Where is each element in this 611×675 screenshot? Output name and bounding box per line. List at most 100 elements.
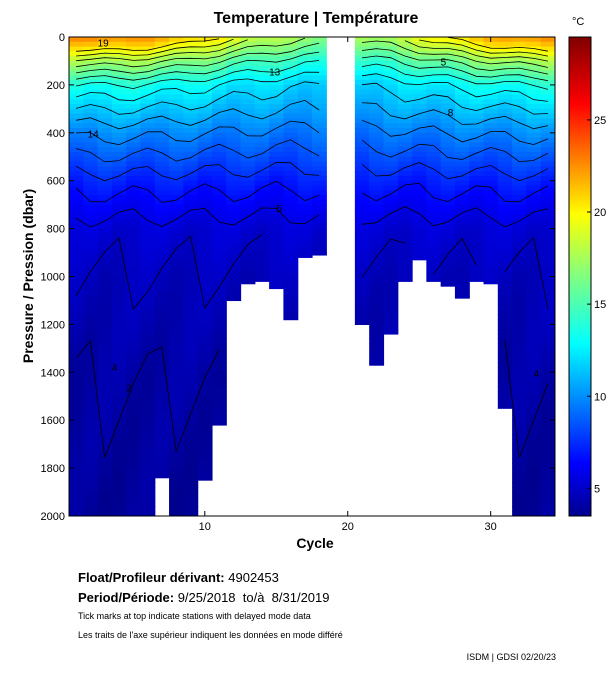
heatmap-cell — [526, 156, 542, 163]
heatmap-cell — [197, 415, 213, 421]
heatmap-cell — [211, 214, 227, 220]
heatmap-cell — [140, 372, 156, 378]
heatmap-cell — [83, 132, 99, 139]
heatmap-cell — [397, 242, 413, 249]
heatmap-cell — [254, 195, 270, 201]
heatmap-cell — [97, 65, 113, 72]
heatmap-cell — [111, 242, 127, 249]
heatmap-cell — [369, 209, 385, 215]
heatmap-cell — [183, 434, 199, 440]
heatmap-cell — [283, 37, 299, 43]
heatmap-cell — [454, 41, 470, 48]
heatmap-cell — [126, 357, 142, 364]
heatmap-cell — [169, 324, 184, 330]
heatmap-cell — [69, 128, 84, 134]
heatmap-cell — [269, 108, 285, 115]
heatmap-cell — [140, 415, 156, 421]
heatmap-cell — [111, 329, 127, 335]
heatmap-cell — [469, 257, 485, 263]
heatmap-cell — [483, 151, 499, 158]
heatmap-cell — [183, 333, 199, 340]
heatmap-cell — [383, 290, 399, 297]
heatmap-cell — [83, 142, 99, 148]
heatmap-cell — [183, 104, 199, 110]
heatmap-cell — [312, 204, 327, 211]
heatmap-cell — [440, 171, 456, 177]
heatmap-cell — [440, 75, 456, 81]
heatmap-cell — [154, 238, 170, 244]
heatmap-cell — [540, 310, 555, 316]
heatmap-cell — [183, 429, 199, 436]
heatmap-cell — [540, 496, 555, 503]
heatmap-cell — [83, 424, 99, 431]
heatmap-cell — [126, 219, 142, 225]
heatmap-cell — [440, 281, 456, 287]
heatmap-cell — [97, 458, 113, 464]
heatmap-cell — [383, 123, 399, 129]
heatmap-cell — [254, 156, 270, 163]
y-tick-label: 800 — [47, 224, 65, 236]
heatmap-cell — [440, 166, 456, 172]
heatmap-cell — [126, 290, 142, 297]
heatmap-cell — [111, 310, 127, 316]
heatmap-cell — [97, 75, 113, 81]
heatmap-cell — [383, 80, 399, 86]
heatmap-cell — [426, 137, 442, 143]
heatmap-cell — [183, 262, 199, 268]
heatmap-cell — [254, 271, 270, 278]
heatmap-cell — [83, 295, 99, 302]
heatmap-cell — [140, 37, 156, 43]
heatmap-cell — [526, 348, 542, 354]
heatmap-cell — [540, 247, 555, 254]
heatmap-cell — [383, 108, 399, 115]
heatmap-cell — [512, 472, 528, 479]
heatmap-cell — [211, 142, 227, 148]
heatmap-cell — [197, 324, 213, 330]
heatmap-cell — [140, 242, 156, 249]
heatmap-cell — [283, 180, 299, 187]
heatmap-cell — [440, 99, 456, 105]
heatmap-cell — [412, 108, 427, 115]
heatmap-cell — [512, 290, 528, 297]
heatmap-cell — [283, 51, 299, 57]
heatmap-cell — [312, 185, 327, 191]
heatmap-cell — [540, 377, 555, 383]
heatmap-cell — [240, 185, 256, 191]
heatmap-cell — [540, 214, 555, 220]
heatmap-cell — [140, 501, 156, 508]
heatmap-cell — [97, 84, 113, 91]
heatmap-cell — [440, 113, 456, 120]
heatmap-cell — [69, 233, 84, 239]
heatmap-cell — [197, 60, 213, 67]
heatmap-cell — [283, 305, 299, 311]
heatmap-cell — [69, 209, 84, 215]
heatmap-cell — [369, 214, 385, 220]
heatmap-cell — [140, 290, 156, 297]
heatmap-cell — [169, 113, 184, 120]
heatmap-cell — [354, 185, 370, 191]
heatmap-cell — [126, 353, 142, 359]
heatmap-cell — [126, 118, 142, 124]
heatmap-cell — [140, 70, 156, 76]
heatmap-cell — [483, 123, 499, 129]
heatmap-cell — [526, 281, 542, 287]
heatmap-cell — [440, 46, 456, 52]
heatmap-cell — [97, 381, 113, 388]
heatmap-cell — [140, 214, 156, 220]
heatmap-cell — [140, 487, 156, 493]
heatmap-cell — [83, 137, 99, 143]
heatmap-cell — [169, 147, 184, 153]
heatmap-cell — [454, 204, 470, 211]
heatmap-cell — [140, 300, 156, 306]
heatmap-cell — [83, 286, 99, 292]
heatmap-cell — [211, 51, 227, 57]
heatmap-cell — [169, 329, 184, 335]
heatmap-cell — [497, 228, 513, 234]
heatmap-cell — [540, 46, 555, 52]
heatmap-cell — [69, 195, 84, 201]
heatmap-cell — [169, 348, 184, 354]
heatmap-cell — [240, 84, 256, 91]
heatmap-cell — [354, 128, 370, 134]
heatmap-cell — [369, 128, 385, 134]
heatmap-cell — [211, 405, 227, 412]
